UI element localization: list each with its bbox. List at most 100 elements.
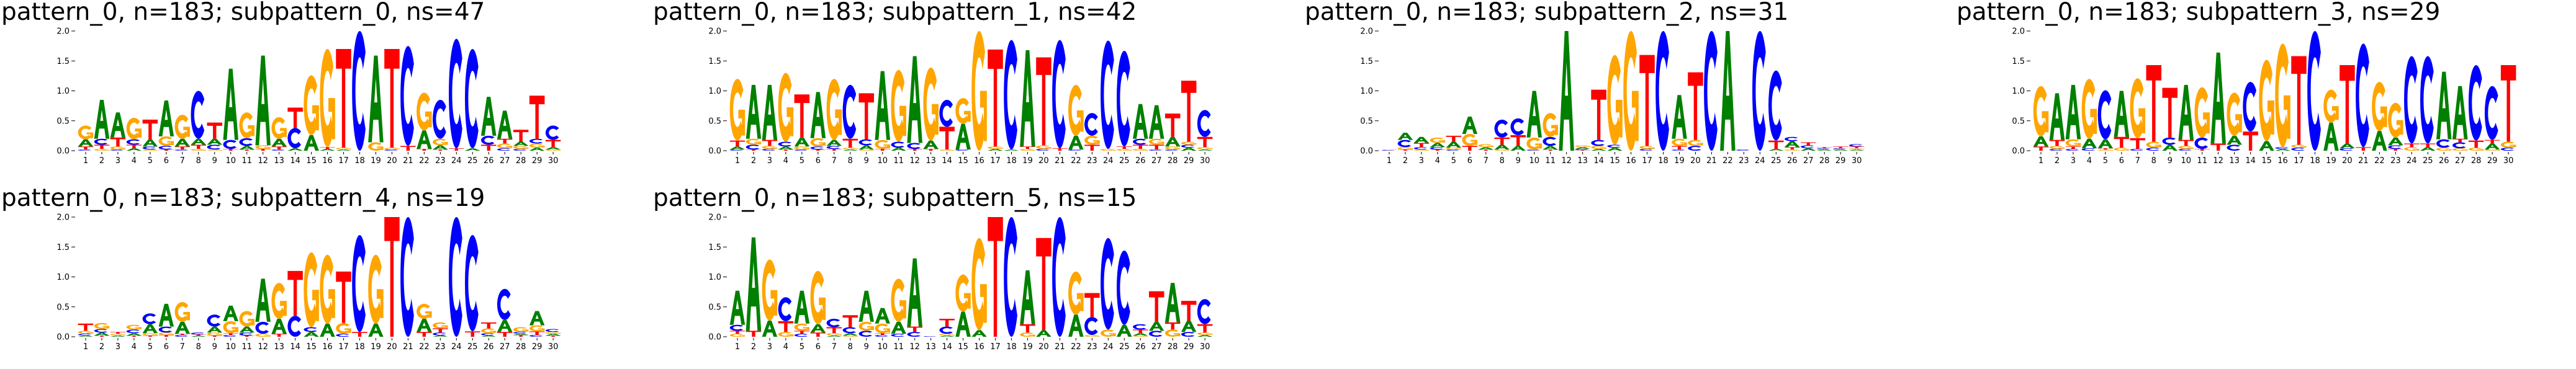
logo-letter-G [2227, 92, 2242, 135]
letter-shape [223, 149, 238, 151]
logo-letter-T [2146, 65, 2162, 142]
logo-letter-G [78, 331, 94, 334]
letter-shape [843, 139, 858, 148]
letter-shape [1181, 148, 1197, 151]
logo-letter-T [2178, 140, 2194, 146]
letter-shape [2501, 65, 2516, 142]
logo-letter-T [159, 335, 174, 337]
logo-chart: pattern_0, n=183; subpattern_1, ns=420.0… [653, 0, 1299, 183]
logo-letter-A [529, 311, 545, 326]
logo-letter-T [2340, 65, 2355, 143]
logo-letter-T [811, 332, 826, 337]
letter-shape [433, 145, 448, 149]
logo-letter-G [159, 332, 174, 335]
logo-letter-G [320, 255, 335, 324]
letter-shape [287, 316, 301, 337]
x-tick-label: 7 [2135, 156, 2140, 166]
logo-letter-T [746, 149, 762, 151]
logo-letter-C [795, 149, 808, 151]
logo-letter-A [1817, 149, 1832, 151]
logo-letter-G [1639, 146, 1655, 149]
letter-shape [939, 327, 953, 334]
letter-shape [207, 327, 223, 333]
x-tick-label: 27 [500, 342, 510, 352]
x-tick-label: 26 [484, 342, 494, 352]
letter-shape [827, 336, 842, 337]
letter-shape [481, 333, 495, 336]
x-tick-label: 7 [180, 156, 185, 166]
letter-shape [417, 319, 432, 332]
logo-letter-G [2114, 148, 2130, 151]
logo-letter-T [939, 127, 955, 149]
letter-shape [2243, 82, 2256, 131]
logo-letter-A [2163, 144, 2178, 151]
x-tick-label: 4 [2087, 156, 2092, 166]
logo-letter-G [2130, 78, 2146, 138]
logo-letter-C [481, 136, 495, 144]
chart-title: pattern_0, n=183; subpattern_0, ns=47 [1, 0, 485, 26]
logo-letter-T [2485, 140, 2500, 144]
x-tick-label: 29 [1835, 156, 1846, 166]
letter-shape [875, 335, 888, 337]
logo-letter-T [843, 315, 858, 327]
logo-letter-A [2420, 147, 2436, 151]
logo-letter-T [2194, 149, 2210, 151]
logo-letter-T [78, 146, 94, 149]
y-tick-label: 0.5 [56, 303, 70, 312]
logo-letter-A [239, 146, 254, 149]
logo-letter-C [1117, 251, 1130, 325]
letter-shape [481, 144, 497, 151]
letter-shape [433, 336, 448, 337]
logo-letter-G [1084, 335, 1100, 337]
logo-letter-C [207, 314, 221, 326]
logo-letter-C [271, 149, 285, 151]
logo-letter-G [875, 324, 890, 333]
letter-shape [2501, 142, 2515, 148]
letter-shape [497, 289, 511, 320]
logo-letter-C [2356, 43, 2369, 147]
letter-shape [1398, 149, 1413, 151]
logo-letter-C [513, 332, 527, 334]
letter-shape [1036, 145, 1050, 149]
letter-shape [1672, 139, 1685, 146]
x-tick-label: 21 [1706, 156, 1717, 166]
letter-shape [449, 148, 464, 151]
logo-letter-T [481, 144, 497, 151]
letter-shape [1197, 149, 1213, 151]
letter-shape [1149, 322, 1164, 331]
logo-chart: pattern_0, n=183; subpattern_4, ns=190.0… [1, 186, 647, 369]
letter-shape [746, 238, 762, 331]
logo-letter-T [207, 123, 223, 139]
logo-letter-A [1801, 148, 1816, 151]
logo-letter-T [191, 144, 207, 149]
letter-shape [1785, 137, 1798, 141]
letter-shape [2436, 148, 2450, 151]
logo-letter-G [1575, 145, 1590, 147]
x-tick-label: 8 [848, 342, 853, 352]
letter-shape [1004, 149, 1019, 151]
logo-letter-C [843, 85, 857, 139]
logo-letter-A [1575, 147, 1590, 149]
logo-letter-T [939, 319, 955, 327]
logo-letter-A [78, 336, 94, 337]
logo-letter-T [1672, 146, 1687, 149]
x-tick-label: 17 [990, 156, 1001, 166]
logo-letter-A [1591, 149, 1606, 151]
letter-shape [78, 331, 92, 334]
x-tick-label: 24 [451, 342, 462, 352]
letter-shape [2469, 141, 2484, 148]
letter-shape [304, 327, 317, 332]
logo-letter-G [1672, 139, 1687, 146]
x-tick-label: 13 [274, 342, 284, 352]
logo-letter-C [2291, 148, 2305, 151]
letter-shape [1068, 149, 1082, 151]
x-tick-label: 20 [1038, 342, 1049, 352]
letter-shape [2146, 65, 2162, 142]
x-tick-label: 24 [1103, 342, 1114, 352]
letter-shape [175, 322, 191, 334]
x-tick-label: 25 [467, 342, 478, 352]
logo-letter-C [1817, 148, 1831, 149]
logo-letter-T [513, 130, 529, 141]
x-tick-label: 11 [893, 156, 904, 166]
x-tick-label: 15 [2261, 156, 2272, 166]
